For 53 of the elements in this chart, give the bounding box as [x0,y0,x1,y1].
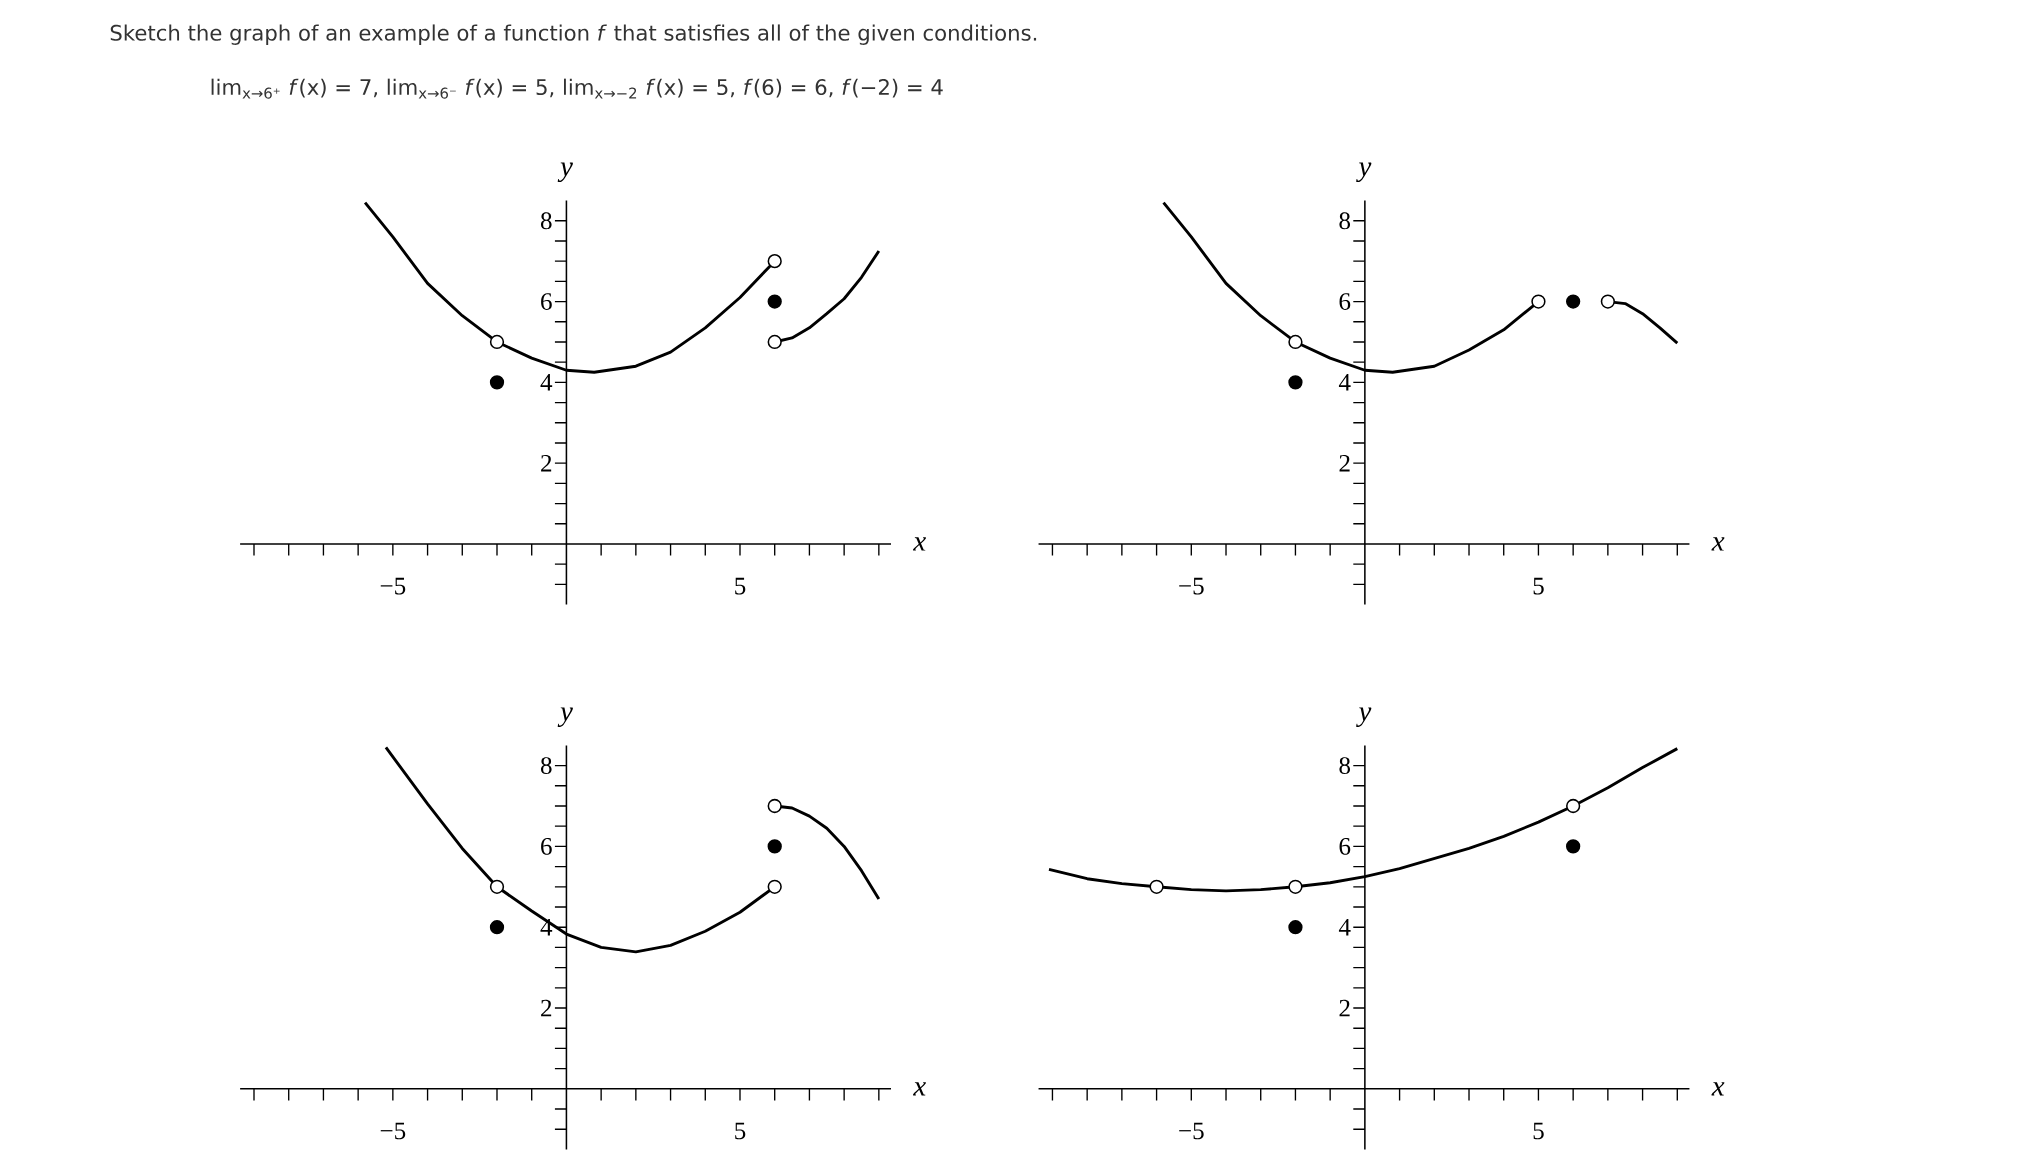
y-tick-label: 6 [1339,837,1351,855]
y-tick-label: 4 [1338,373,1351,391]
y-tick-label: 4 [540,373,553,391]
y-tick-label: 4 [1338,918,1351,936]
y-tick-label: 6 [1339,292,1351,310]
y-tick-label: 2 [541,454,552,472]
point [1288,334,1303,349]
x-tick-label: 5 [1533,1122,1544,1140]
x-axis-title: x [1711,537,1725,551]
point [767,798,782,813]
x-tick-label: 5 [735,1122,746,1140]
point [767,253,782,269]
point [767,879,782,894]
x-axis-title: x [912,1081,926,1096]
point [767,839,782,854]
x-tick-label: 5 [1533,577,1544,595]
point [1288,879,1303,894]
chart-title: Sketch the graph of an example of a function f that satisfies all of the given conditions. [110,24,1037,45]
point [489,879,505,894]
point [767,334,782,349]
point [1566,839,1581,854]
point [489,334,505,349]
y-tick-label: 8 [540,212,552,229]
y-axis-title: y [557,162,573,182]
point [1531,294,1546,309]
y-axis-title: y [1356,162,1372,182]
y-tick-label: 8 [1339,212,1351,229]
x-tick-label: −5 [380,1122,406,1140]
x-axis-title: x [1711,1081,1725,1096]
x-tick-label: −5 [1179,1122,1204,1140]
y-tick-label: 8 [540,756,552,774]
text: lim$_{x→6⁺}$ f(x) = 7, lim$_{x→6⁻}$ f(x) = 5, lim$_{x→−2}$ f(x) = 5, f(6) = 6, f(−2) = 4 [211,78,943,99]
y-axis-title: y [557,707,573,727]
point [1288,375,1303,390]
y-tick-label: 2 [1339,999,1350,1017]
point [489,919,505,935]
x-axis-title: x [912,537,926,551]
point [1149,879,1164,894]
point [767,294,782,309]
y-tick-label: 6 [541,292,552,310]
point [1288,919,1303,935]
point [1566,294,1581,309]
point [1600,294,1615,309]
point [1566,798,1581,813]
y-tick-label: 2 [1339,454,1350,472]
y-tick-label: 2 [541,999,552,1017]
y-tick-label: 8 [1339,756,1351,774]
point [489,375,505,390]
y-axis-title: y [1356,707,1372,727]
x-tick-label: 5 [735,577,746,595]
x-tick-label: −5 [1179,577,1204,595]
y-tick-label: 6 [541,837,552,855]
x-tick-label: −5 [380,577,406,595]
